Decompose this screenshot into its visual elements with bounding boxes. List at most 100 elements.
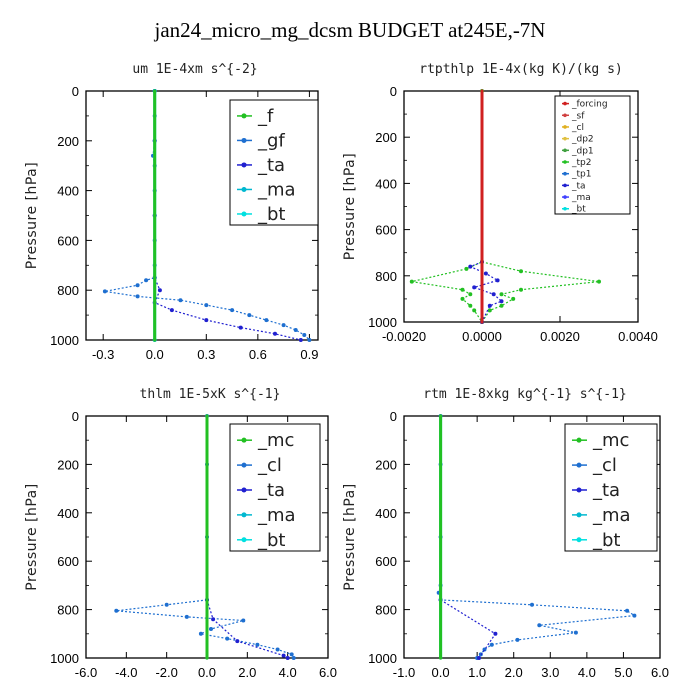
data-point: [184, 614, 189, 619]
legend-label: _mc: [592, 430, 629, 451]
y-axis-label: Pressure [hPa]: [342, 483, 358, 590]
legend-label: _bt: [257, 204, 285, 225]
legend-label: _cl: [571, 123, 584, 133]
data-point: [499, 292, 504, 297]
x-tick-label: -0.0020: [382, 329, 426, 344]
y-tick-label: 200: [375, 457, 397, 472]
data-point: [225, 636, 230, 641]
figure-title: jan24_micro_mg_dcsm BUDGET at245E,-7N: [154, 18, 546, 42]
data-point: [204, 303, 209, 308]
data-point: [499, 299, 504, 304]
legend-marker: [563, 125, 567, 129]
legend-marker: [241, 487, 247, 493]
data-point: [468, 303, 473, 308]
x-tick-label: 0.0: [146, 347, 164, 362]
data-point: [205, 414, 209, 418]
legend-label: _ma: [257, 179, 296, 200]
data-point: [157, 288, 162, 293]
legend-label: _sf: [571, 111, 585, 121]
x-tick-label: 0.0040: [618, 329, 658, 344]
x-tick-label: 1.0: [468, 665, 486, 680]
series-line: [481, 261, 600, 323]
legend-marker: [563, 136, 567, 141]
y-tick-label: 600: [375, 223, 397, 238]
data-point: [273, 331, 277, 336]
legend-marker: [576, 487, 582, 493]
data-point: [597, 279, 601, 284]
data-point: [153, 89, 157, 93]
data-point: [632, 613, 637, 618]
data-point: [487, 308, 492, 313]
legend-label: _bt: [592, 530, 620, 551]
legend-label: _cl: [257, 455, 282, 476]
y-tick-label: 0: [72, 409, 79, 424]
data-point: [275, 647, 280, 652]
y-tick-label: 800: [375, 603, 397, 618]
x-tick-label: 0.0: [198, 665, 216, 680]
data-point: [515, 637, 520, 642]
data-point: [480, 320, 484, 324]
data-point: [307, 338, 312, 342]
data-point: [281, 653, 286, 658]
x-tick-label: -6.0: [75, 665, 97, 680]
data-point: [511, 296, 516, 301]
data-point: [238, 325, 243, 330]
data-point: [302, 333, 307, 337]
panel-3: thlm 1E-5xK s^{-1} 0 200 400 600 800 1000-6.0 -…: [24, 387, 337, 680]
legend-marker: [241, 113, 247, 119]
legend-label: _ma: [571, 193, 591, 203]
y-tick-label: 600: [57, 554, 79, 569]
legend-label: _ma: [257, 505, 296, 526]
data-point: [298, 338, 303, 342]
x-tick-label: -1.0: [393, 665, 415, 680]
legend-label: _bt: [257, 530, 285, 551]
y-tick-label: 600: [375, 554, 397, 569]
data-point: [472, 285, 477, 290]
y-tick-label: 0: [390, 84, 397, 99]
series-group: [102, 89, 312, 342]
y-tick-label: 800: [57, 283, 79, 298]
x-tick-label: -4.0: [115, 665, 137, 680]
data-point: [241, 618, 246, 623]
panel-4: rtm 1E-8xkg kg^{-1} s^{-1} 0 200 400 600 800 1…: [342, 387, 669, 680]
legend: _forcing_sf _cl _dp2_dp1 _tp2 _tp1_ta _ma _bt: [554, 95, 631, 215]
data-point: [135, 283, 140, 288]
legend: _f _gf _ta _ma _bt: [229, 99, 319, 226]
data-point: [519, 269, 523, 274]
legend-marker: [241, 162, 247, 168]
data-point: [499, 303, 504, 308]
legend-marker: [563, 160, 567, 164]
legend-box: [229, 99, 319, 226]
series-line: [411, 91, 483, 323]
panel-2: rtpthlp 1E-4x(kg K)/(kg s) 0 200 400 600 800 1…: [342, 62, 658, 344]
legend-marker: [576, 512, 582, 518]
x-tick-label: 0.0000: [462, 329, 502, 344]
data-point: [247, 313, 252, 318]
data-point: [289, 652, 294, 657]
x-tick-label: 0.0: [432, 665, 450, 680]
data-point: [460, 287, 465, 292]
x-tick-label: -0.3: [92, 347, 114, 362]
panel-title: thlm 1E-5xK s^{-1}: [140, 387, 281, 402]
data-point: [291, 656, 296, 660]
x-tick-label: 3.0: [541, 665, 559, 680]
y-tick-label: 1000: [368, 651, 397, 666]
data-point: [230, 308, 235, 313]
y-tick-label: 0: [390, 409, 397, 424]
data-point: [169, 308, 174, 313]
series-group: [409, 89, 601, 324]
data-point: [464, 266, 469, 271]
legend-marker: [241, 437, 247, 443]
x-tick-label: 0.6: [249, 347, 267, 362]
data-point: [211, 617, 216, 622]
data-point: [164, 602, 169, 607]
legend-label: _ta: [571, 181, 586, 191]
x-tick-label: 4.0: [578, 665, 596, 680]
legend: _mc _cl _ta _ma _bt: [229, 423, 321, 552]
x-tick-label: 2.0: [505, 665, 523, 680]
legend-label: _bt: [571, 205, 586, 215]
y-axis-label: Pressure [hPa]: [24, 162, 40, 269]
y-tick-label: 600: [57, 233, 79, 248]
legend-label: _ta: [592, 480, 620, 501]
